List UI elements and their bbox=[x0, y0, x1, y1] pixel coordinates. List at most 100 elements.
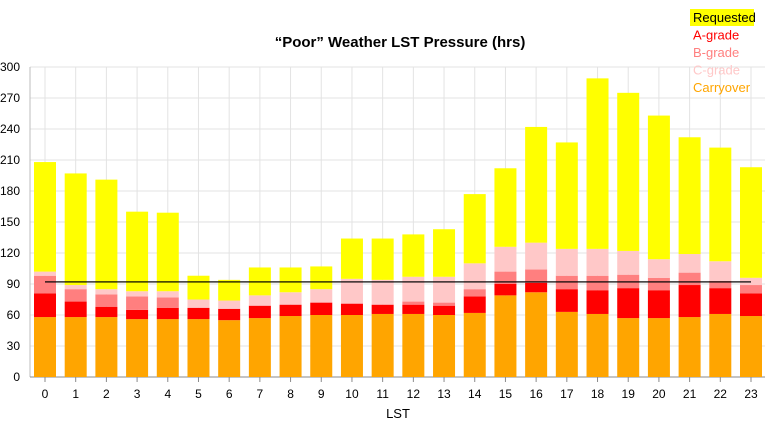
bar-carryover-0 bbox=[34, 317, 56, 377]
x-tick-label: 23 bbox=[744, 387, 758, 401]
bar-a-grade-7 bbox=[248, 305, 271, 319]
bar-b-grade-12 bbox=[402, 301, 425, 305]
bar-b-grade-3 bbox=[126, 296, 149, 310]
x-tick-label: 18 bbox=[591, 387, 605, 401]
bar-a-grade-1 bbox=[64, 301, 87, 318]
bar-b-grade-15 bbox=[494, 271, 517, 284]
bar-carryover-23 bbox=[740, 316, 762, 377]
bar-a-grade-19 bbox=[617, 288, 640, 319]
bar-requested-1 bbox=[64, 173, 87, 286]
x-tick-label: 5 bbox=[195, 387, 202, 401]
bar-b-grade-2 bbox=[95, 294, 118, 307]
x-tick-label: 3 bbox=[134, 387, 141, 401]
bar-carryover-19 bbox=[617, 318, 640, 377]
bar-a-grade-11 bbox=[371, 304, 394, 314]
bar-requested-10 bbox=[340, 238, 363, 279]
legend-item-requested: Requested bbox=[693, 10, 756, 25]
bar-requested-17 bbox=[555, 142, 578, 249]
bar-requested-16 bbox=[525, 126, 548, 243]
bar-a-grade-17 bbox=[555, 289, 578, 312]
x-tick-label: 14 bbox=[468, 387, 482, 401]
bar-requested-18 bbox=[586, 78, 609, 249]
x-tick-label: 4 bbox=[164, 387, 171, 401]
bar-c-grade-22 bbox=[709, 261, 732, 281]
y-tick-label: 90 bbox=[7, 277, 21, 291]
bar-requested-2 bbox=[95, 179, 118, 290]
bar-a-grade-3 bbox=[126, 309, 149, 320]
bar-requested-6 bbox=[218, 279, 241, 301]
y-tick-label: 210 bbox=[0, 153, 20, 167]
bar-c-grade-4 bbox=[156, 291, 179, 298]
bar-a-grade-15 bbox=[494, 284, 517, 296]
bar-carryover-21 bbox=[678, 317, 701, 377]
y-tick-label: 150 bbox=[0, 215, 20, 229]
bar-c-grade-21 bbox=[678, 254, 701, 273]
bar-carryover-9 bbox=[310, 315, 333, 377]
bars bbox=[34, 78, 762, 377]
x-tick-label: 9 bbox=[318, 387, 325, 401]
bar-requested-20 bbox=[647, 115, 670, 260]
x-tick-label: 8 bbox=[287, 387, 294, 401]
x-tick-label: 10 bbox=[345, 387, 359, 401]
bar-requested-19 bbox=[617, 92, 640, 251]
bar-a-grade-9 bbox=[310, 302, 333, 315]
bar-requested-5 bbox=[187, 275, 210, 300]
bar-c-grade-11 bbox=[371, 279, 394, 305]
bar-carryover-16 bbox=[525, 292, 548, 377]
bar-c-grade-19 bbox=[617, 250, 640, 275]
bar-a-grade-23 bbox=[740, 293, 762, 317]
bar-b-grade-0 bbox=[34, 275, 56, 294]
x-tick-label: 12 bbox=[407, 387, 421, 401]
bar-requested-23 bbox=[740, 167, 762, 278]
bar-b-grade-20 bbox=[647, 277, 670, 291]
legend-item-b-grade: B-grade bbox=[693, 45, 739, 60]
legend: Requested A-grade B-grade C-grade Carryover bbox=[690, 9, 756, 95]
bar-b-grade-14 bbox=[463, 289, 486, 297]
bar-a-grade-13 bbox=[433, 305, 456, 315]
bar-requested-9 bbox=[310, 266, 333, 290]
bar-b-grade-18 bbox=[586, 275, 609, 291]
bar-c-grade-5 bbox=[187, 299, 210, 308]
bar-c-grade-8 bbox=[279, 292, 302, 305]
bar-b-grade-1 bbox=[64, 289, 87, 302]
legend-item-carryover: Carryover bbox=[693, 80, 751, 95]
bar-a-grade-12 bbox=[402, 304, 425, 314]
y-tick-label: 0 bbox=[13, 370, 20, 384]
bar-requested-14 bbox=[463, 194, 486, 264]
bar-c-grade-13 bbox=[433, 276, 456, 303]
bar-c-grade-0 bbox=[34, 271, 56, 276]
bar-requested-3 bbox=[126, 211, 149, 292]
x-tick-label: 7 bbox=[257, 387, 264, 401]
x-tick-label: 13 bbox=[437, 387, 451, 401]
bar-c-grade-15 bbox=[494, 246, 517, 272]
bar-carryover-4 bbox=[156, 319, 179, 377]
bar-carryover-14 bbox=[463, 312, 486, 377]
bar-b-grade-21 bbox=[678, 272, 701, 286]
bar-c-grade-17 bbox=[555, 248, 578, 276]
bar-carryover-20 bbox=[647, 318, 670, 377]
bar-c-grade-16 bbox=[525, 242, 548, 270]
bar-c-grade-18 bbox=[586, 248, 609, 276]
x-tick-label: 17 bbox=[560, 387, 574, 401]
y-axis: 0 30 60 90 120 150 180 210 240 270 300 bbox=[0, 60, 20, 384]
x-tick-label: 0 bbox=[42, 387, 49, 401]
bar-a-grade-21 bbox=[678, 285, 701, 318]
x-axis-label: LST bbox=[386, 406, 410, 421]
x-tick-label: 21 bbox=[683, 387, 697, 401]
bar-requested-21 bbox=[678, 137, 701, 255]
bar-carryover-8 bbox=[279, 316, 302, 377]
bar-a-grade-8 bbox=[279, 304, 302, 317]
x-axis: 0 1 2 3 4 5 6 7 8 9 10 11 12 13 14 15 16 17 18 19 20 21 22 23 bbox=[42, 377, 758, 401]
bar-a-grade-22 bbox=[709, 288, 732, 314]
bar-carryover-15 bbox=[494, 295, 517, 377]
bar-a-grade-5 bbox=[187, 307, 210, 320]
bar-carryover-11 bbox=[371, 313, 394, 377]
bar-b-grade-13 bbox=[433, 302, 456, 306]
bar-carryover-18 bbox=[586, 313, 609, 377]
bar-requested-8 bbox=[279, 267, 302, 293]
bar-c-grade-6 bbox=[218, 300, 241, 309]
y-tick-label: 180 bbox=[0, 184, 20, 198]
bar-carryover-1 bbox=[64, 317, 87, 377]
bar-a-grade-10 bbox=[340, 303, 363, 315]
